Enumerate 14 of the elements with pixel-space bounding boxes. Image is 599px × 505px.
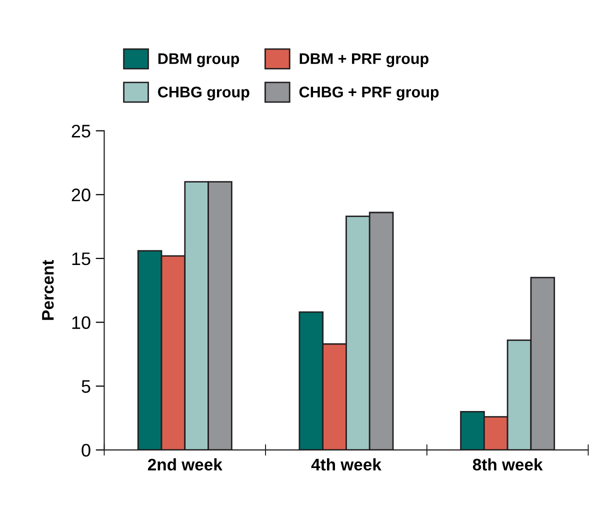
y-tick-label: 5 <box>82 380 90 393</box>
y-tick-label: 25 <box>72 124 90 138</box>
legend-label: DBM + PRF group <box>300 53 428 68</box>
y-tick-label: 15 <box>72 252 90 266</box>
y-tick-label: 10 <box>72 316 90 330</box>
x-tick-label: 2nd week <box>148 458 222 471</box>
legend-label: CHBG + PRF group <box>299 86 439 101</box>
x-tick-label: 8th week <box>472 458 543 471</box>
y-tick-label: 20 <box>72 188 90 202</box>
y-tick-label: 0 <box>82 444 90 457</box>
legend-label: DBM group <box>158 53 240 68</box>
legend-label: CHBG group <box>158 86 250 101</box>
x-tick-label: 4th week <box>311 458 382 471</box>
y-axis-title: Percent <box>42 260 54 320</box>
